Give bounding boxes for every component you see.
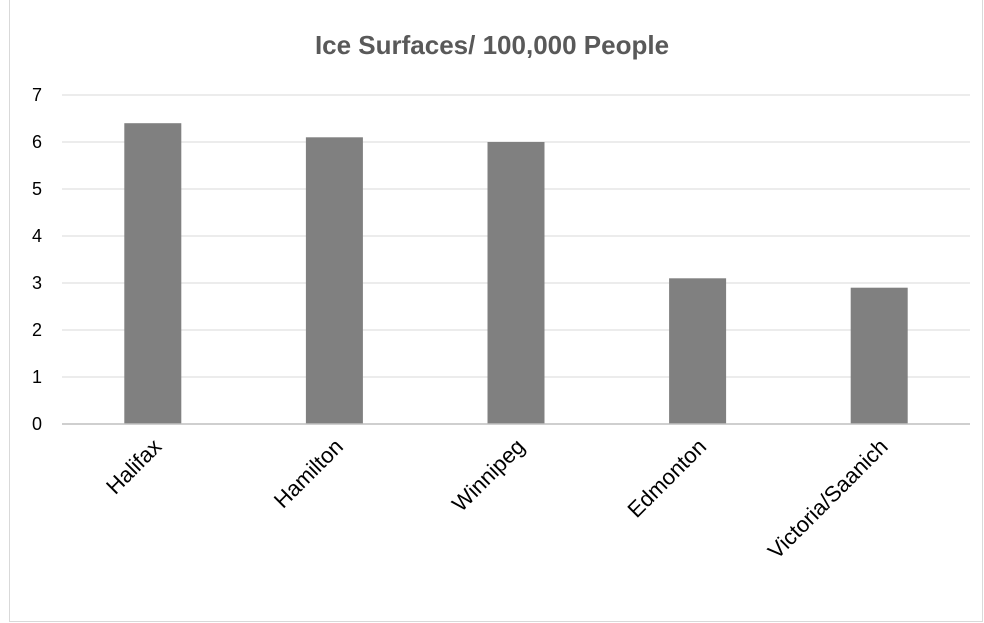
x-tick-label: Hamilton <box>269 434 348 513</box>
y-tick-label: 2 <box>32 320 42 340</box>
x-tick-label: Victoria/Saanich <box>763 434 893 564</box>
y-tick-label: 6 <box>32 132 42 152</box>
x-tick-label: Halifax <box>101 434 166 499</box>
y-tick-label: 3 <box>32 273 42 293</box>
y-tick-label: 0 <box>32 414 42 434</box>
bar <box>305 137 363 425</box>
y-tick-label: 1 <box>32 367 42 387</box>
x-tick-labels: Halifax Hamilton Winnipeg Edmonton Victoria/… <box>101 434 893 564</box>
y-tick-label: 4 <box>32 226 42 246</box>
y-tick-labels: 0 1 2 3 4 5 6 7 <box>32 85 42 434</box>
bar <box>669 278 727 424</box>
bar <box>124 123 182 424</box>
bars <box>124 123 908 425</box>
y-tick-label: 7 <box>32 85 42 105</box>
chart-title: Ice Surfaces/ 100,000 People <box>314 30 670 60</box>
x-tick-label: Winnipeg <box>447 434 530 517</box>
bar <box>487 142 545 424</box>
x-tick-label: Edmonton <box>623 434 712 523</box>
y-tick-label: 5 <box>32 179 42 199</box>
bar <box>850 287 908 424</box>
